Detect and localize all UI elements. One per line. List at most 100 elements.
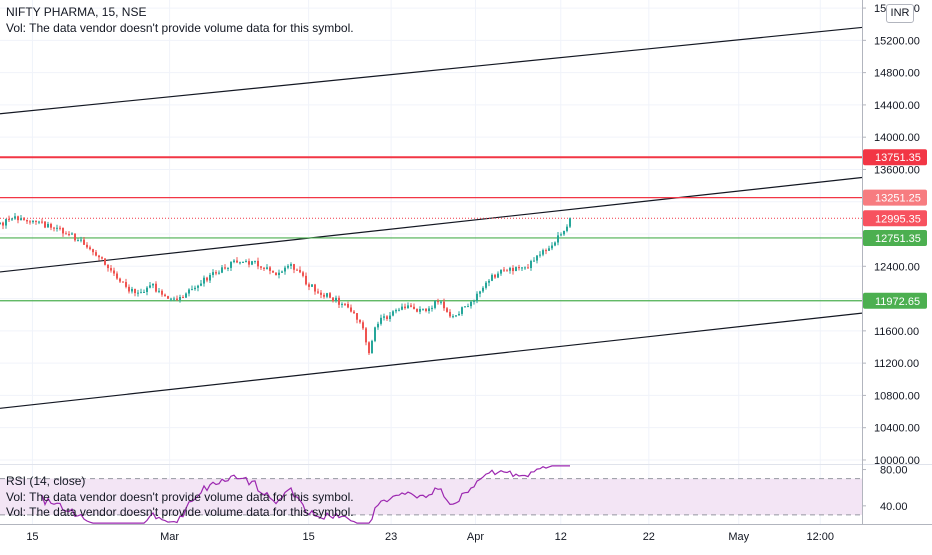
candle[interactable] xyxy=(563,230,565,236)
candle[interactable] xyxy=(404,303,406,310)
candle[interactable] xyxy=(104,258,106,266)
candle[interactable] xyxy=(560,232,562,237)
candle[interactable] xyxy=(212,269,214,278)
candle[interactable] xyxy=(263,267,265,271)
candle[interactable] xyxy=(47,221,49,228)
candle[interactable] xyxy=(548,245,550,251)
candle[interactable] xyxy=(254,260,256,264)
candle[interactable] xyxy=(488,278,490,287)
candle[interactable] xyxy=(179,294,181,303)
candle[interactable] xyxy=(233,259,235,264)
candle[interactable] xyxy=(71,232,73,235)
candle[interactable] xyxy=(251,260,253,266)
candle[interactable] xyxy=(155,281,157,293)
trend-line[interactable] xyxy=(0,26,863,115)
candle[interactable] xyxy=(362,320,364,331)
candle[interactable] xyxy=(224,264,226,270)
trend-lines[interactable] xyxy=(0,26,863,409)
candle[interactable] xyxy=(188,288,190,297)
candle[interactable] xyxy=(347,301,349,309)
candle[interactable] xyxy=(320,290,322,299)
candle[interactable] xyxy=(401,303,403,311)
candle[interactable] xyxy=(176,295,178,302)
candle[interactable] xyxy=(311,284,313,287)
candle[interactable] xyxy=(140,288,142,294)
candle[interactable] xyxy=(542,248,544,257)
candle[interactable] xyxy=(17,215,19,224)
candle[interactable] xyxy=(269,265,271,275)
candle[interactable] xyxy=(452,314,454,319)
candle[interactable] xyxy=(260,266,262,270)
candle[interactable] xyxy=(194,285,196,291)
candle[interactable] xyxy=(530,259,532,271)
price-level-badge[interactable]: 12995.35 xyxy=(863,210,927,227)
candle[interactable] xyxy=(422,308,424,311)
candle[interactable] xyxy=(338,295,340,308)
candle[interactable] xyxy=(116,271,118,280)
candle[interactable] xyxy=(56,224,58,232)
candle[interactable] xyxy=(398,307,400,312)
candle[interactable] xyxy=(161,289,163,297)
candle[interactable] xyxy=(65,231,67,235)
candle[interactable] xyxy=(131,286,133,294)
candle[interactable] xyxy=(332,297,334,303)
candle[interactable] xyxy=(29,220,31,225)
candle[interactable] xyxy=(185,292,187,298)
candle[interactable] xyxy=(74,233,76,242)
candle[interactable] xyxy=(341,302,343,308)
candle[interactable] xyxy=(395,308,397,314)
candle[interactable] xyxy=(476,291,478,304)
candlestick-series[interactable] xyxy=(0,212,571,355)
rsi-pane[interactable] xyxy=(0,465,862,524)
candle[interactable] xyxy=(44,220,46,229)
trend-line[interactable] xyxy=(0,176,863,273)
candle[interactable] xyxy=(464,306,466,308)
candle[interactable] xyxy=(314,283,316,295)
candle[interactable] xyxy=(407,302,409,309)
candle[interactable] xyxy=(377,321,379,330)
candle[interactable] xyxy=(413,303,415,310)
candle[interactable] xyxy=(353,309,355,315)
candle[interactable] xyxy=(431,305,433,312)
candle[interactable] xyxy=(443,298,445,311)
candle[interactable] xyxy=(545,248,547,255)
candle[interactable] xyxy=(245,259,247,263)
candle[interactable] xyxy=(86,242,88,249)
candle[interactable] xyxy=(134,288,136,297)
candle[interactable] xyxy=(62,227,64,237)
candle[interactable] xyxy=(227,267,229,272)
candle[interactable] xyxy=(20,215,22,221)
candle[interactable] xyxy=(203,275,205,287)
candle[interactable] xyxy=(239,261,241,265)
candle[interactable] xyxy=(539,251,541,258)
trend-line[interactable] xyxy=(0,312,863,409)
candle[interactable] xyxy=(101,256,103,260)
candle[interactable] xyxy=(95,249,97,257)
candle[interactable] xyxy=(497,271,499,279)
candle[interactable] xyxy=(215,270,217,276)
candle[interactable] xyxy=(473,299,475,305)
candle[interactable] xyxy=(296,268,298,271)
candle[interactable] xyxy=(305,272,307,286)
candle[interactable] xyxy=(524,266,526,270)
candle[interactable] xyxy=(119,277,121,283)
candle[interactable] xyxy=(500,269,502,276)
candle[interactable] xyxy=(479,290,481,298)
price-level-badge[interactable]: 11972.65 xyxy=(863,292,927,309)
candle[interactable] xyxy=(389,311,391,322)
candle[interactable] xyxy=(521,266,523,271)
currency-badge[interactable]: INR xyxy=(886,4,914,23)
candle[interactable] xyxy=(23,216,25,221)
rsi-title[interactable]: RSI (14, close) xyxy=(6,474,86,488)
candle[interactable] xyxy=(209,272,211,283)
candle[interactable] xyxy=(446,306,448,313)
candle[interactable] xyxy=(242,261,244,263)
candle[interactable] xyxy=(458,311,460,316)
candle[interactable] xyxy=(197,284,199,292)
candle[interactable] xyxy=(11,217,13,222)
candle[interactable] xyxy=(434,299,436,310)
candle[interactable] xyxy=(287,264,289,270)
candle[interactable] xyxy=(107,264,109,272)
candle[interactable] xyxy=(509,266,511,274)
